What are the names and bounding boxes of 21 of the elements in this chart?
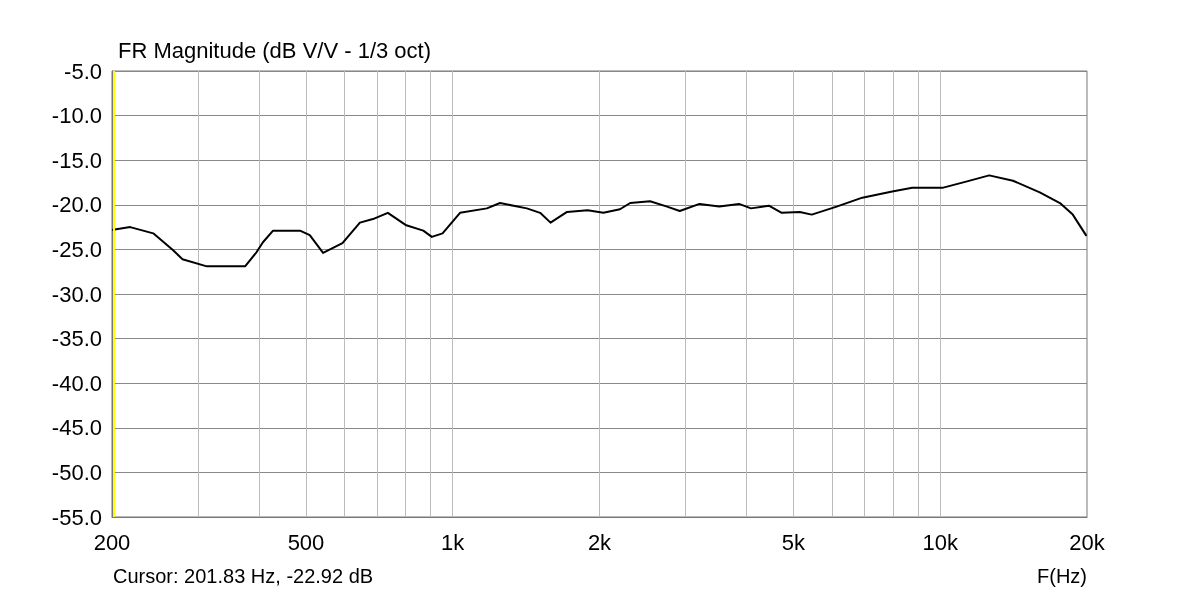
chart-title: FR Magnitude (dB V/V - 1/3 oct) [118, 37, 432, 63]
y-tick-label: -5.0 [64, 58, 102, 84]
x-tick-label: 200 [93, 529, 131, 555]
x-axis-title: F(Hz) [1037, 565, 1087, 587]
y-tick-label: -30.0 [51, 281, 102, 307]
x-tick-label: 10k [922, 529, 959, 555]
y-tick-label: -15.0 [51, 147, 102, 173]
x-tick-label: 500 [287, 529, 325, 555]
y-tick-label: -20.0 [51, 192, 102, 218]
x-tick-label: 5k [781, 529, 807, 555]
text: Cursor: 201.83 Hz, -22.92 dB [113, 565, 374, 587]
x-tick-label: 20k [1069, 529, 1106, 555]
y-tick-label: -45.0 [51, 415, 102, 441]
y-tick-label: -25.0 [51, 236, 102, 262]
x-tick-label: 2k [587, 529, 613, 555]
y-tick-label: -10.0 [51, 103, 102, 129]
x-tick-label: 1k [441, 529, 466, 555]
y-tick-label: -40.0 [51, 370, 102, 396]
y-tick-label: -35.0 [51, 326, 102, 352]
y-tick-label: -55.0 [51, 504, 102, 530]
y-tick-label: -50.0 [51, 459, 102, 485]
